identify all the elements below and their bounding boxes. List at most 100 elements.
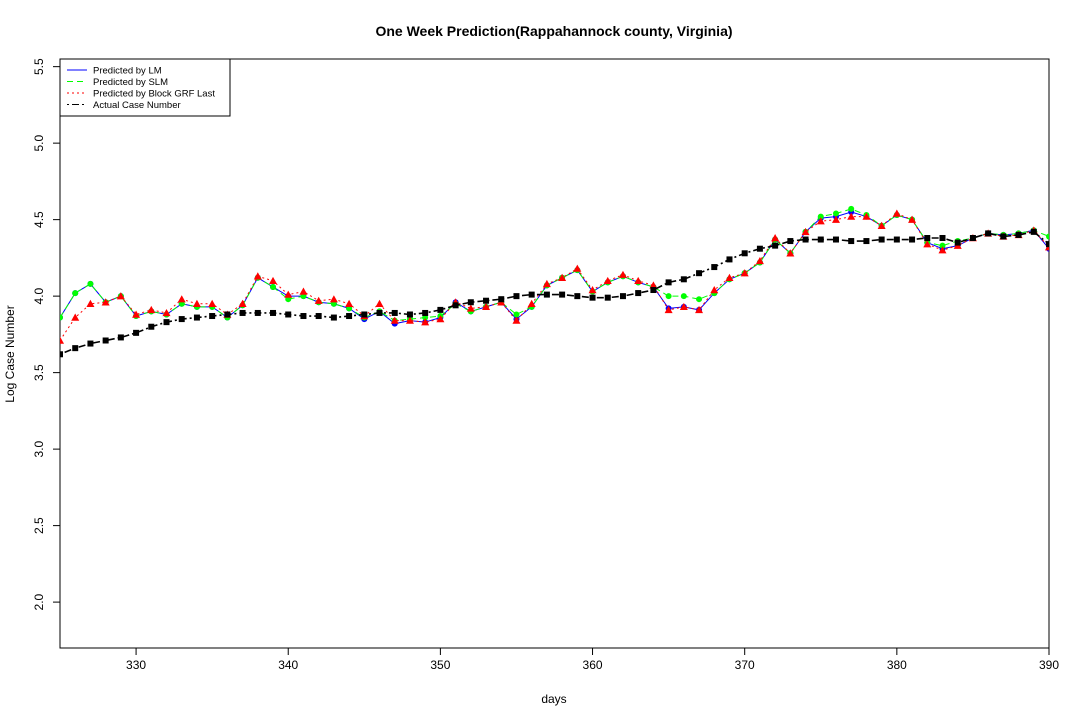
series-2-point bbox=[253, 272, 262, 280]
series-3-point bbox=[254, 309, 261, 316]
series-3-point bbox=[1046, 241, 1049, 248]
series-2-point bbox=[558, 273, 567, 281]
x-axis-label: days bbox=[541, 692, 566, 706]
series-2-point bbox=[801, 227, 810, 236]
series-3-point bbox=[741, 250, 748, 257]
series-1-point bbox=[1046, 233, 1049, 240]
series-2-point bbox=[314, 296, 323, 304]
series-3-point bbox=[878, 236, 885, 243]
chart-title: One Week Prediction(Rappahannock county,… bbox=[375, 23, 732, 39]
series-2-point bbox=[177, 295, 186, 303]
series-3-point bbox=[330, 314, 337, 321]
series-3-point bbox=[985, 230, 992, 237]
series-3-point bbox=[437, 306, 444, 313]
series-2-point bbox=[908, 215, 917, 223]
x-axis: 330 340 350 360 370 380 390 bbox=[126, 648, 1059, 672]
series-3-point bbox=[391, 309, 398, 316]
series-3-point bbox=[148, 323, 155, 330]
series-3-point bbox=[315, 313, 322, 320]
series-1-point bbox=[270, 283, 277, 290]
series-2-point bbox=[892, 209, 901, 217]
series-2-point bbox=[147, 305, 156, 314]
series-3-point bbox=[483, 297, 490, 304]
series-3-point bbox=[178, 316, 185, 323]
series-3-point bbox=[619, 293, 626, 300]
y-tick-label: 2.5 bbox=[32, 517, 46, 534]
series-2-point bbox=[877, 221, 886, 229]
series-3-point bbox=[193, 314, 200, 321]
series-2-point bbox=[466, 304, 475, 312]
series-3-point bbox=[711, 264, 718, 271]
legend-label: Predicted by SLM bbox=[93, 77, 168, 88]
series-3-point bbox=[513, 293, 520, 300]
series-3-point bbox=[665, 279, 672, 286]
legend-label: Predicted by Block GRF Last bbox=[93, 89, 215, 100]
y-tick-label: 2.0 bbox=[32, 593, 46, 610]
series-1-point bbox=[817, 213, 824, 220]
x-tick-label: 370 bbox=[735, 658, 755, 672]
series-3-point bbox=[1000, 233, 1007, 240]
series-3-point bbox=[133, 329, 140, 336]
series-3-point bbox=[635, 290, 642, 297]
series-3-point bbox=[163, 319, 170, 326]
series-2-point bbox=[329, 295, 338, 303]
series-3-point bbox=[452, 302, 459, 309]
series-2-point bbox=[405, 316, 414, 324]
series-1-point bbox=[848, 205, 855, 212]
series-2-point bbox=[162, 308, 171, 317]
series-3-point bbox=[832, 236, 839, 243]
series-3-point bbox=[300, 313, 307, 320]
legend-label: Predicted by LM bbox=[93, 66, 162, 77]
series-3-point bbox=[60, 351, 63, 358]
series-2-point bbox=[482, 302, 491, 311]
series-2-point bbox=[725, 273, 734, 281]
series-3-point bbox=[285, 311, 292, 318]
plot-area bbox=[60, 205, 1049, 358]
series-2-point bbox=[527, 299, 536, 307]
series-2-point bbox=[436, 315, 445, 323]
series-2-point bbox=[345, 299, 354, 307]
series-3-point bbox=[954, 239, 961, 246]
series-2-point bbox=[269, 276, 278, 285]
series-3-point bbox=[848, 238, 855, 245]
series-3-point bbox=[224, 311, 231, 318]
series-3-point bbox=[863, 238, 870, 245]
series-3-point bbox=[787, 238, 794, 245]
y-tick-label: 4.5 bbox=[32, 211, 46, 228]
series-3-point bbox=[772, 242, 779, 249]
series-2-point bbox=[603, 276, 612, 285]
series-1-point bbox=[513, 311, 520, 318]
series-2-point bbox=[60, 336, 64, 344]
series-3-point bbox=[270, 309, 277, 316]
series-3-point bbox=[87, 340, 94, 347]
y-tick-label: 5.0 bbox=[32, 134, 46, 151]
series-2-point bbox=[786, 249, 795, 257]
series-line-3 bbox=[60, 231, 1049, 356]
series-3-point bbox=[939, 234, 946, 241]
series-1-point bbox=[680, 293, 687, 300]
y-tick-label: 3.0 bbox=[32, 440, 46, 457]
series-1-point bbox=[422, 314, 429, 321]
series-3-point bbox=[117, 334, 124, 341]
series-2-point bbox=[116, 292, 125, 300]
series-2-point bbox=[831, 215, 840, 223]
series-3-point bbox=[969, 234, 976, 241]
series-2-point bbox=[101, 298, 110, 306]
series-2-point bbox=[512, 316, 521, 324]
x-tick-label: 360 bbox=[583, 658, 603, 672]
series-2-point bbox=[923, 240, 932, 248]
series-3-point bbox=[893, 236, 900, 243]
series-3-point bbox=[726, 256, 733, 263]
x-tick-label: 330 bbox=[126, 658, 146, 672]
series-1-point bbox=[72, 290, 79, 297]
series-1-point bbox=[832, 210, 839, 217]
series-3-point bbox=[817, 236, 824, 243]
series-3-point bbox=[543, 291, 550, 298]
series-2-point bbox=[375, 299, 384, 307]
legend-box bbox=[59, 58, 231, 117]
series-3-point bbox=[209, 313, 216, 320]
y-axis-label: Log Case Number bbox=[3, 305, 17, 402]
series-3-point bbox=[72, 345, 79, 352]
series-3-point bbox=[1030, 228, 1037, 235]
x-tick-label: 390 bbox=[1039, 658, 1059, 672]
